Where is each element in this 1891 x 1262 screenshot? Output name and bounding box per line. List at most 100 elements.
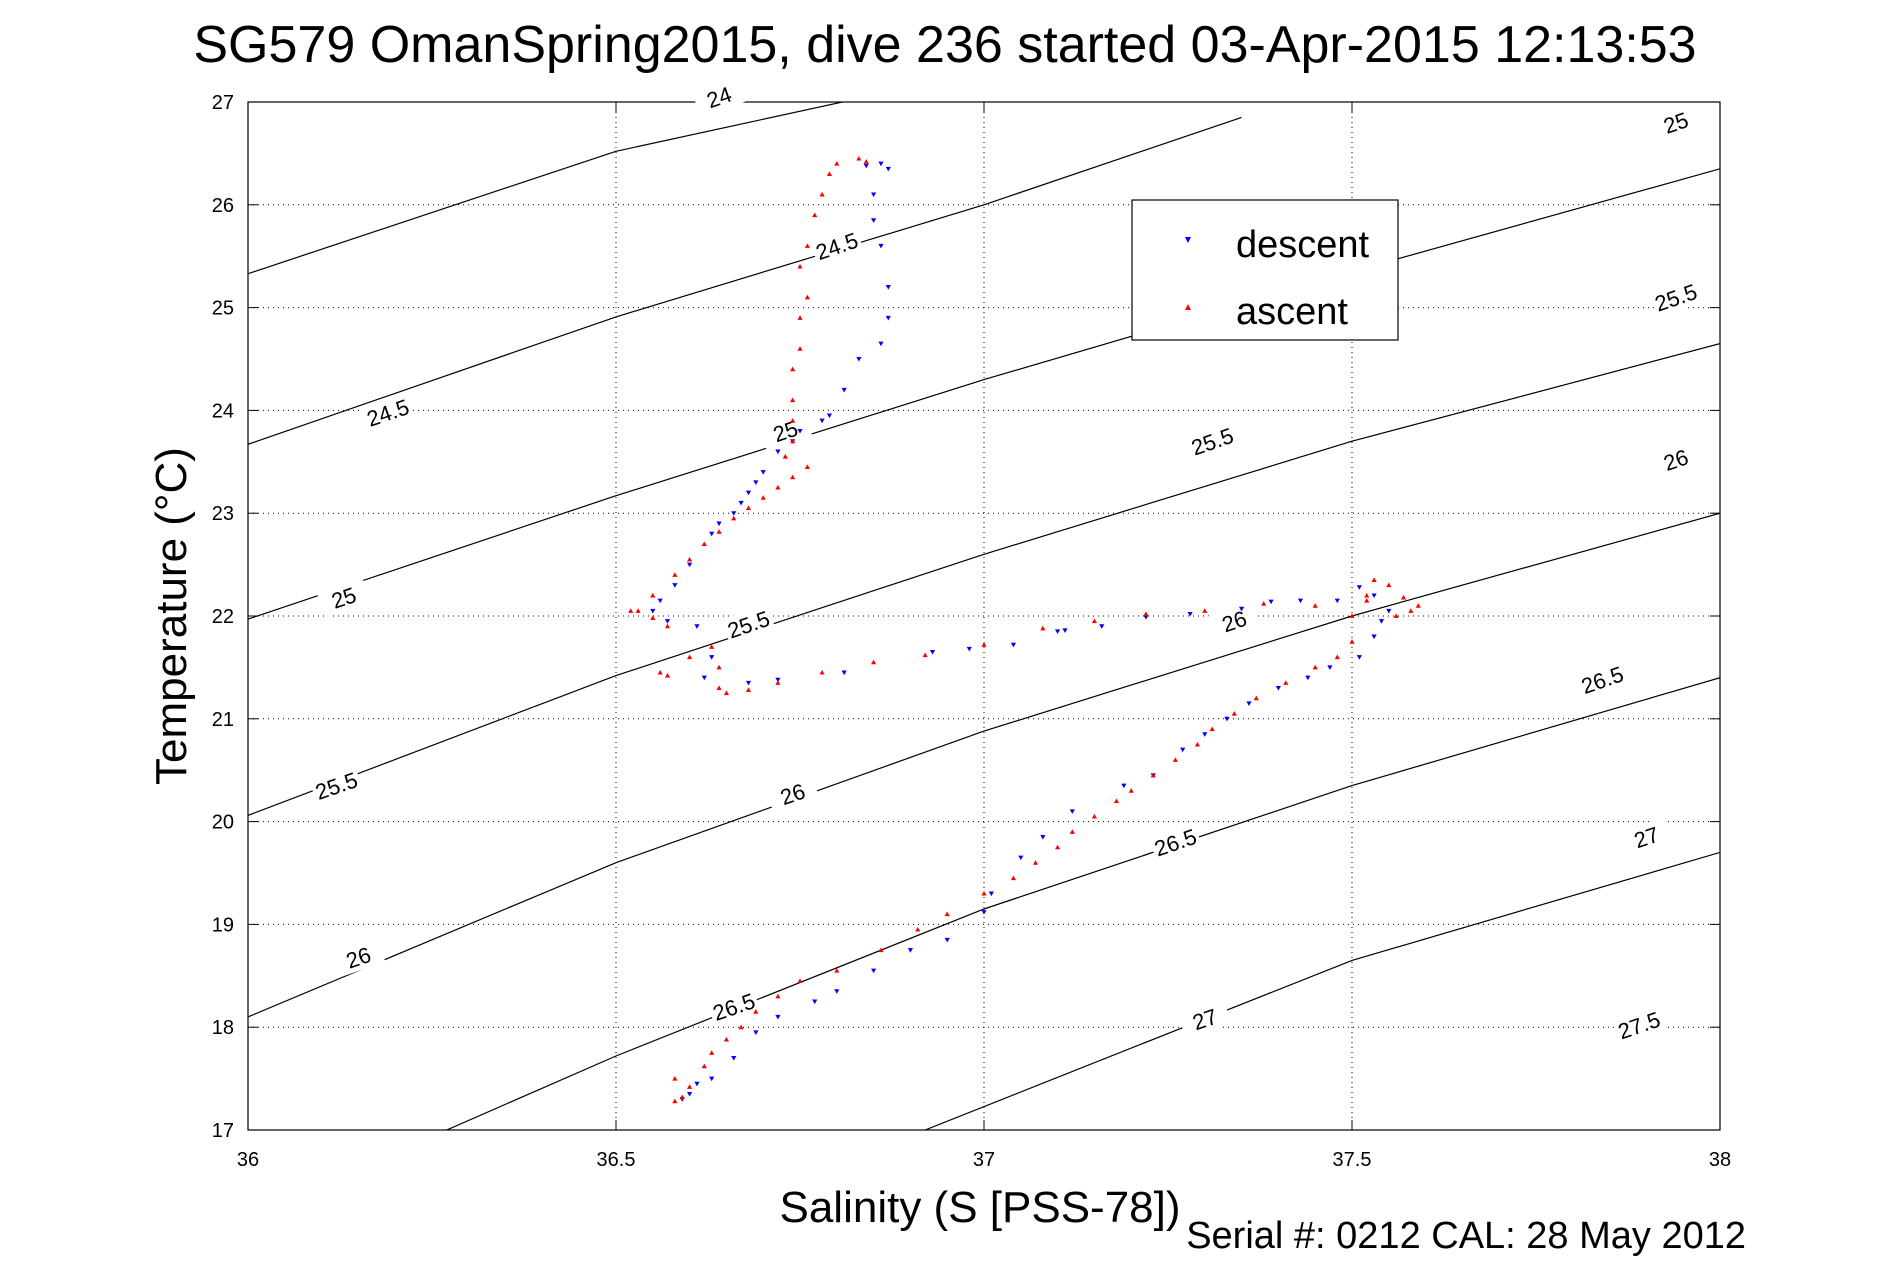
descent-point [907, 948, 913, 953]
contour-label: 27 [1177, 998, 1232, 1040]
ascent-point [797, 978, 803, 983]
ascent-point [709, 1050, 715, 1055]
descent-point [1040, 835, 1046, 840]
ascent-point [1194, 741, 1201, 747]
descent-point [1018, 855, 1024, 861]
descent-point [701, 675, 707, 681]
legend-descent-marker [1185, 237, 1191, 243]
ascent-point [745, 505, 752, 511]
ascent-point [1091, 813, 1097, 819]
ascent-point [731, 515, 737, 521]
ascent-point [1364, 592, 1370, 598]
ascent-point [1349, 639, 1355, 644]
ascent-point [672, 1076, 678, 1081]
descent-point [885, 166, 891, 172]
contour-label: 24 [692, 76, 746, 118]
descent-point [1187, 611, 1193, 617]
ascent-point [709, 644, 715, 649]
ascent-point [1415, 603, 1421, 608]
ascent-point [790, 418, 796, 423]
descent-point [650, 608, 656, 614]
density-contours [248, 102, 1720, 1130]
ascent-point [1386, 582, 1392, 588]
ascent-point [1150, 772, 1156, 778]
contour-label-bg [765, 773, 820, 814]
ascent-point [745, 687, 752, 693]
contour-label-bg [809, 225, 864, 267]
descent-point [716, 521, 722, 527]
ascent-point [701, 1063, 707, 1069]
ascent-point [650, 615, 656, 621]
descent-point [1010, 642, 1017, 648]
descent-point [687, 1092, 693, 1097]
descent-point [1246, 701, 1252, 706]
descent-point [878, 161, 884, 167]
descent-point [1224, 716, 1230, 722]
descent-point [745, 680, 752, 686]
descent-point [1386, 608, 1392, 614]
x-tick-label: 38 [1709, 1149, 1731, 1171]
contour-line-27 [446, 677, 1720, 1130]
descent-point [885, 315, 891, 321]
ascent-point [819, 191, 825, 197]
contour-line-27-5 [924, 851, 1720, 1130]
contour-label-bg [1648, 102, 1703, 143]
contour-line-25-5 [248, 168, 1720, 620]
ascent-point [1091, 618, 1097, 624]
contour-label-bg [331, 937, 386, 978]
y-tick-labels: 17 18 19 20 21 22 23 24 25 26 27 [212, 92, 234, 1142]
descent-point [657, 598, 663, 604]
descent-point [871, 192, 877, 198]
descent-point [1275, 685, 1281, 691]
ascent-point [804, 464, 810, 469]
ascent-point [701, 541, 707, 547]
ascent-point [1040, 625, 1046, 631]
ascent-point [915, 926, 921, 932]
ascent-point [1261, 601, 1267, 606]
x-tick-label: 37 [973, 1149, 995, 1171]
ascent-point [790, 438, 796, 444]
descent-point [878, 341, 884, 347]
descent-point [841, 387, 847, 393]
ascent-point [1283, 680, 1289, 685]
descent-point [988, 891, 994, 897]
x-tick-label: 37.5 [1333, 1149, 1372, 1171]
ascent-point [797, 346, 803, 351]
ascent-point [981, 890, 987, 896]
ascent-point [775, 680, 781, 685]
contour-label: 27 [1619, 816, 1674, 858]
descent-point [1202, 732, 1208, 737]
descent-point [775, 449, 781, 455]
ascent-point [1010, 875, 1017, 881]
contour-line-24-5 [248, 102, 846, 275]
descent-point [885, 285, 891, 290]
ascent-point [716, 685, 722, 690]
ascent-point [1312, 664, 1318, 670]
y-tick-label: 21 [212, 709, 234, 731]
ascent-point [1349, 613, 1355, 618]
legend-ascent-label: ascent [1236, 291, 1348, 333]
chart-title: SG579 OmanSpring2015, dive 236 started 0… [193, 16, 1696, 74]
ascent-point [944, 911, 950, 917]
contour-label-bg [309, 765, 364, 806]
descent-point [1121, 783, 1127, 789]
legend: descent ascent [1131, 199, 1399, 341]
ascent-point [687, 1084, 693, 1089]
ascent-point [1393, 613, 1399, 618]
y-tick-label: 25 [212, 298, 234, 320]
descent-point [694, 1081, 700, 1087]
contour-label-bg [360, 392, 415, 433]
descent-point [1143, 615, 1149, 620]
ascent-point [723, 690, 729, 696]
ascent-point [797, 315, 803, 320]
ascent-point [878, 947, 884, 953]
ascent-point [716, 664, 722, 670]
contour-line-25 [248, 116, 1242, 445]
contour-label-bg [721, 604, 776, 645]
y-tick-label: 24 [212, 400, 234, 422]
contour-label-bg [1648, 439, 1703, 480]
descent-point [812, 999, 818, 1005]
y-tick-label: 17 [212, 1120, 234, 1142]
descent-point [1356, 655, 1362, 660]
